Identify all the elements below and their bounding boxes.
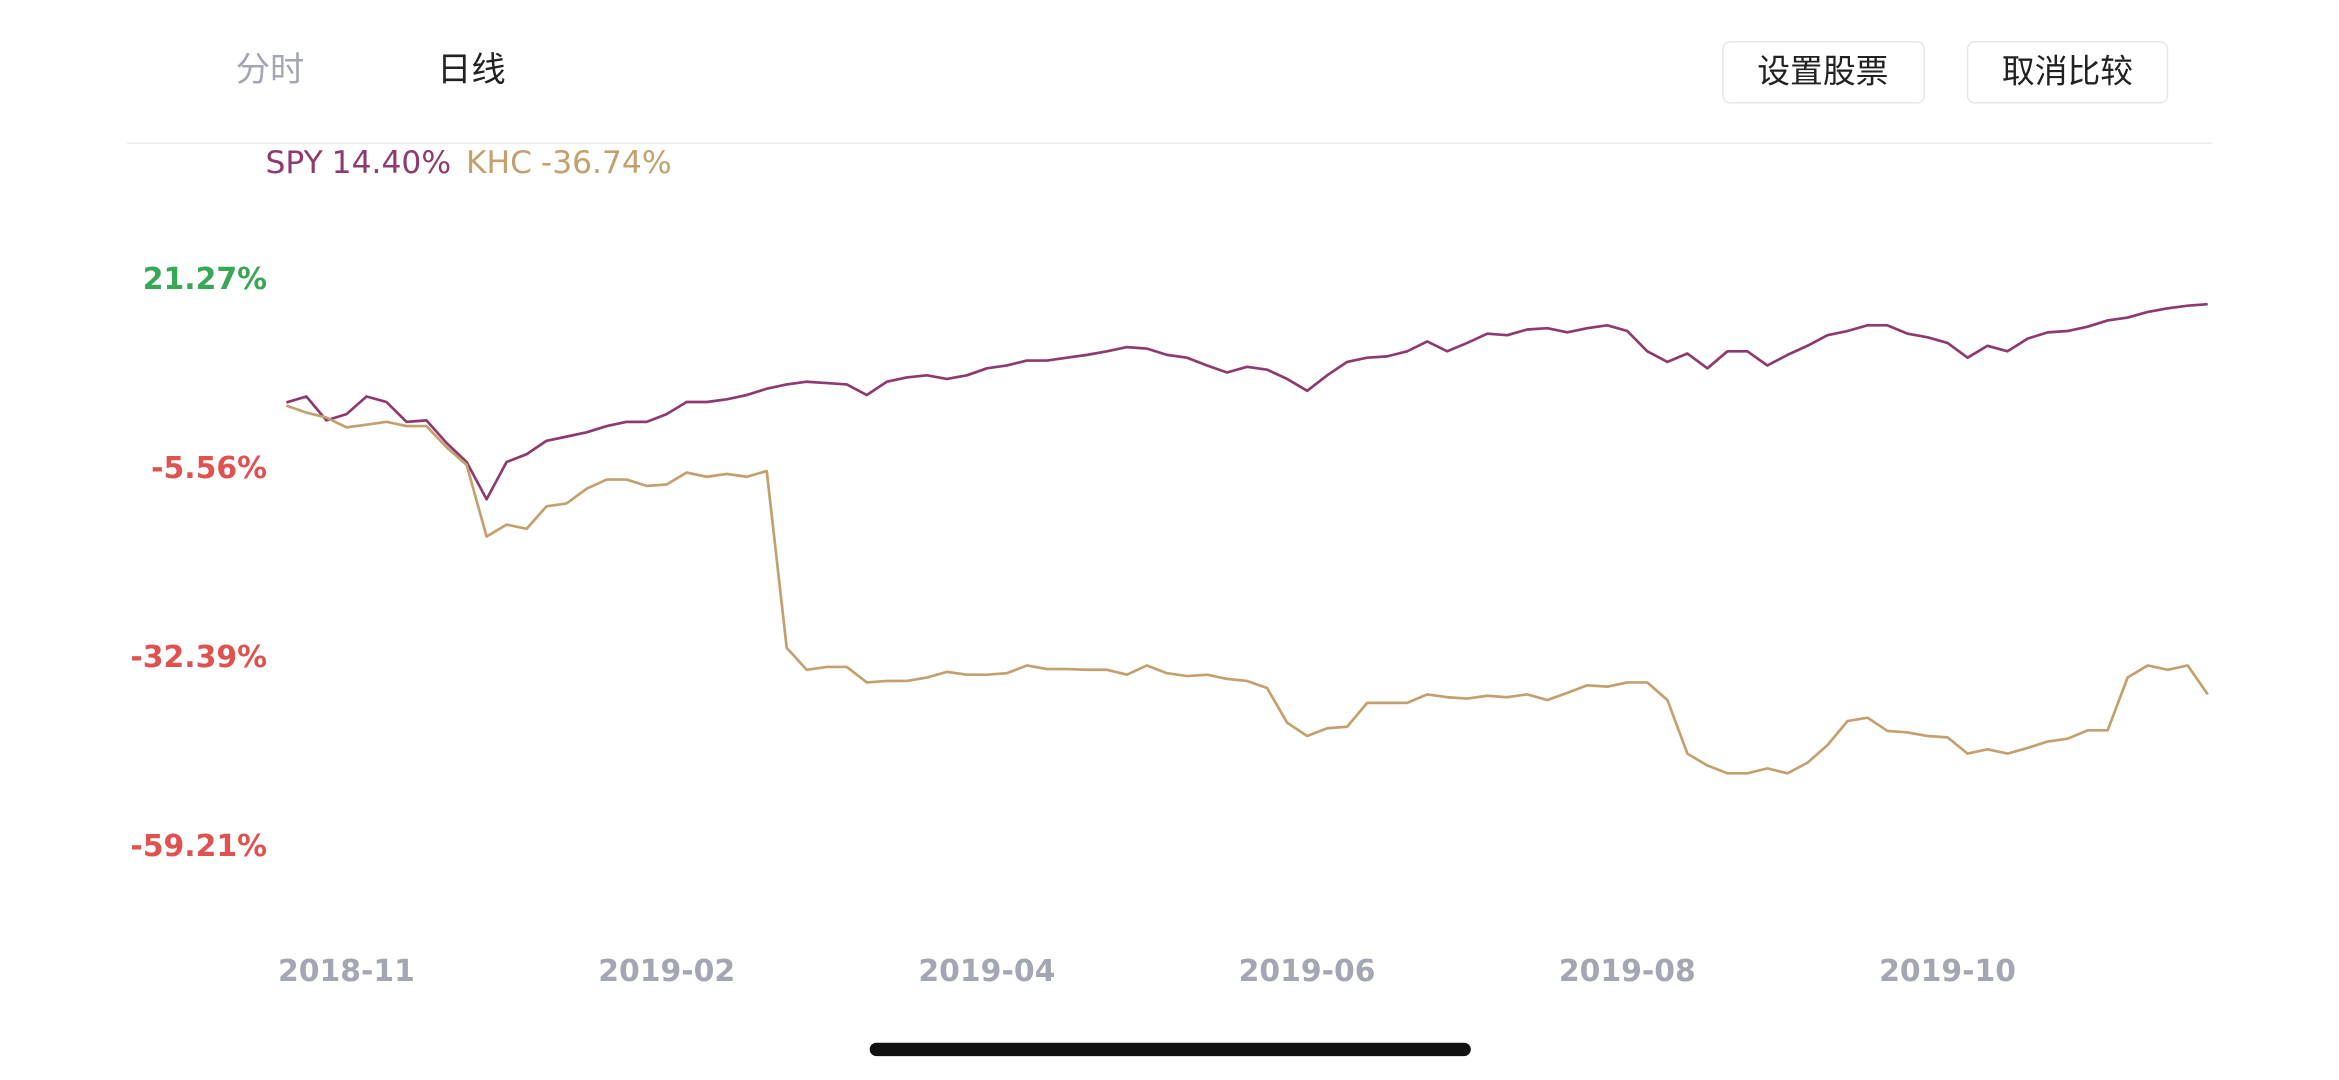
x-tick-label: 2019-10: [1879, 954, 2016, 989]
legend-name: KHC: [466, 145, 532, 181]
y-tick-label: 21.27%: [143, 262, 267, 297]
x-tick-label: 2018-11: [278, 954, 415, 989]
button-label[interactable]: 取消比较: [2002, 53, 2133, 91]
button[interactable]: [1722, 41, 1926, 104]
y-tick-label: -5.56%: [151, 451, 267, 486]
button[interactable]: [1966, 41, 2169, 104]
legend-value: -36.74%: [541, 145, 672, 181]
home-indicator: [869, 1042, 1471, 1057]
series-line: [285, 404, 2209, 775]
tab[interactable]: 分时: [236, 50, 305, 90]
x-tick-label: 2019-04: [918, 954, 1055, 989]
legend-name: SPY: [266, 145, 324, 181]
legend-value: 14.40%: [332, 145, 451, 181]
y-tick-label: -59.21%: [130, 829, 267, 864]
x-tick-label: 2019-02: [598, 954, 735, 989]
legend: SPY 14.40% KHC -36.74%: [266, 145, 672, 181]
series-line: [286, 302, 2208, 501]
tab-active[interactable]: 日线: [437, 50, 506, 90]
y-tick-label: -32.39%: [130, 640, 267, 675]
button-label[interactable]: 设置股票: [1757, 53, 1888, 91]
x-tick-label: 2019-06: [1239, 954, 1376, 989]
x-tick-label: 2019-08: [1559, 954, 1696, 989]
